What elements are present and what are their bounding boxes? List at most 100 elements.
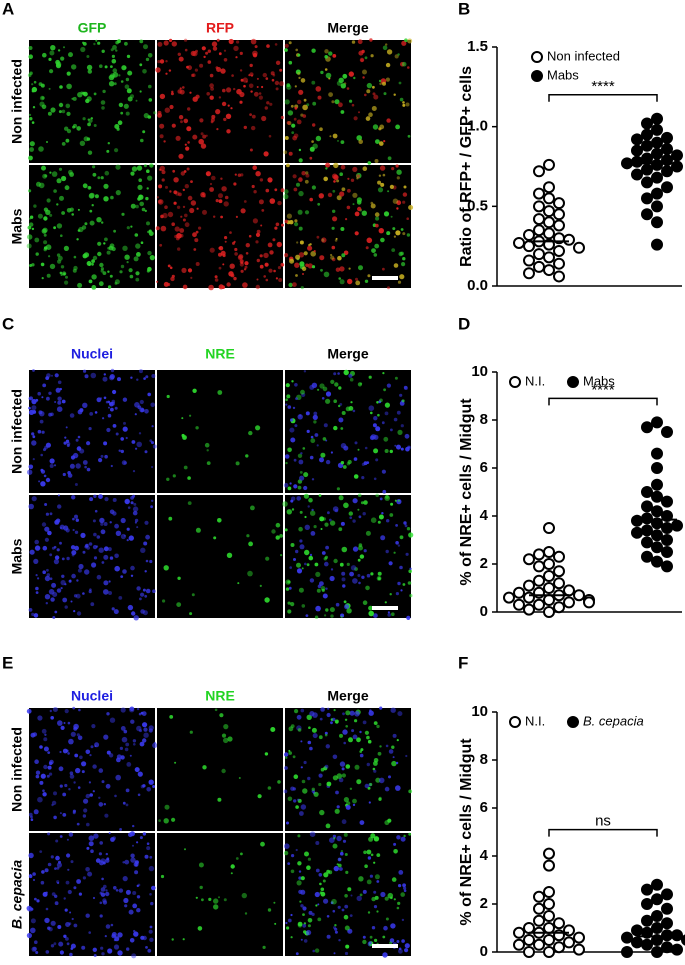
cell-dot xyxy=(400,424,404,428)
cell-dot xyxy=(298,158,303,163)
cell-dot xyxy=(293,117,297,121)
cell-dot xyxy=(299,539,303,543)
cell-dot xyxy=(317,917,322,922)
cell-dot xyxy=(220,68,226,74)
cell-dot xyxy=(71,550,77,556)
cell-dot xyxy=(345,725,349,728)
cell-dot xyxy=(269,102,273,106)
cell-dot xyxy=(61,557,65,561)
cell-dot xyxy=(48,255,51,258)
cell-dot xyxy=(234,252,238,256)
data-point xyxy=(583,596,595,609)
data-point xyxy=(651,934,663,946)
cell-dot xyxy=(372,423,377,428)
cell-dot xyxy=(92,790,95,793)
data-point xyxy=(641,208,653,221)
cell-dot xyxy=(195,426,199,430)
cell-dot xyxy=(400,589,403,592)
cell-dot xyxy=(331,100,335,104)
cell-dot xyxy=(130,574,134,577)
cell-dot xyxy=(90,745,94,749)
cell-dot xyxy=(148,728,153,733)
cell-dot xyxy=(309,746,313,751)
cell-dot xyxy=(199,885,203,890)
cell-dot xyxy=(373,416,378,421)
data-point xyxy=(553,565,565,578)
micrograph-bg xyxy=(157,833,283,956)
cell-dot xyxy=(26,932,32,939)
cell-dot xyxy=(242,282,248,288)
cell-dot xyxy=(339,172,344,176)
cell-dot xyxy=(343,797,349,803)
cell-dot xyxy=(119,746,123,751)
cell-dot xyxy=(356,197,362,203)
cell-dot xyxy=(393,235,396,238)
cell-dot xyxy=(322,517,326,521)
cell-dot xyxy=(64,605,68,609)
cell-dot xyxy=(140,547,146,553)
cell-dot xyxy=(47,926,51,930)
data-point xyxy=(523,922,535,934)
cell-dot xyxy=(336,487,340,491)
cell-dot xyxy=(104,65,108,69)
cell-dot xyxy=(32,410,37,414)
data-point xyxy=(631,168,643,181)
cell-dot xyxy=(284,253,289,258)
cell-dot xyxy=(63,525,69,531)
cell-dot xyxy=(358,545,363,551)
cell-dot xyxy=(144,594,148,598)
column-header: NRE xyxy=(205,688,235,704)
cell-dot xyxy=(239,91,245,98)
cell-dot xyxy=(221,768,226,774)
data-point xyxy=(573,931,585,944)
y-tick-label: 6 xyxy=(480,459,488,476)
cell-dot xyxy=(56,178,62,184)
cell-dot xyxy=(248,430,253,436)
cell-dot xyxy=(218,252,222,257)
cell-dot xyxy=(105,891,110,897)
cell-dot xyxy=(339,279,345,285)
cell-dot xyxy=(364,279,369,283)
cell-dot xyxy=(287,447,292,453)
cell-dot xyxy=(29,71,33,75)
cell-dot xyxy=(223,898,227,902)
cell-dot xyxy=(82,253,88,259)
cell-dot xyxy=(120,111,124,115)
cell-dot xyxy=(380,535,386,541)
cell-dot xyxy=(292,174,297,179)
cell-dot xyxy=(184,848,186,851)
cell-dot xyxy=(326,712,331,718)
cell-dot xyxy=(107,400,111,404)
cell-dot xyxy=(201,46,206,51)
column-header: Nuclei xyxy=(71,688,113,704)
cell-dot xyxy=(63,441,67,445)
cell-dot xyxy=(305,411,310,416)
cell-dot xyxy=(349,377,354,382)
cell-dot xyxy=(42,789,45,792)
cell-dot xyxy=(50,944,55,948)
cell-dot xyxy=(385,62,391,68)
cell-dot xyxy=(305,263,309,267)
cell-dot xyxy=(211,41,218,47)
cell-dot xyxy=(285,587,290,591)
data-point xyxy=(641,914,653,927)
data-point xyxy=(651,216,663,229)
cell-dot xyxy=(334,930,338,934)
micrograph xyxy=(27,368,157,493)
data-point xyxy=(651,529,663,542)
cell-dot xyxy=(331,226,335,230)
cell-dot xyxy=(342,729,348,735)
cell-dot xyxy=(351,729,355,733)
cell-dot xyxy=(129,938,135,943)
data-point xyxy=(533,213,545,226)
cell-dot xyxy=(231,74,234,77)
cell-dot xyxy=(342,839,347,843)
cell-dot xyxy=(120,264,125,269)
cell-dot xyxy=(339,562,344,567)
cell-dot xyxy=(406,217,410,220)
cell-dot xyxy=(131,953,137,959)
cell-dot xyxy=(218,199,223,204)
micrograph xyxy=(157,833,283,956)
cell-dot xyxy=(320,891,326,897)
cell-dot xyxy=(346,562,350,567)
